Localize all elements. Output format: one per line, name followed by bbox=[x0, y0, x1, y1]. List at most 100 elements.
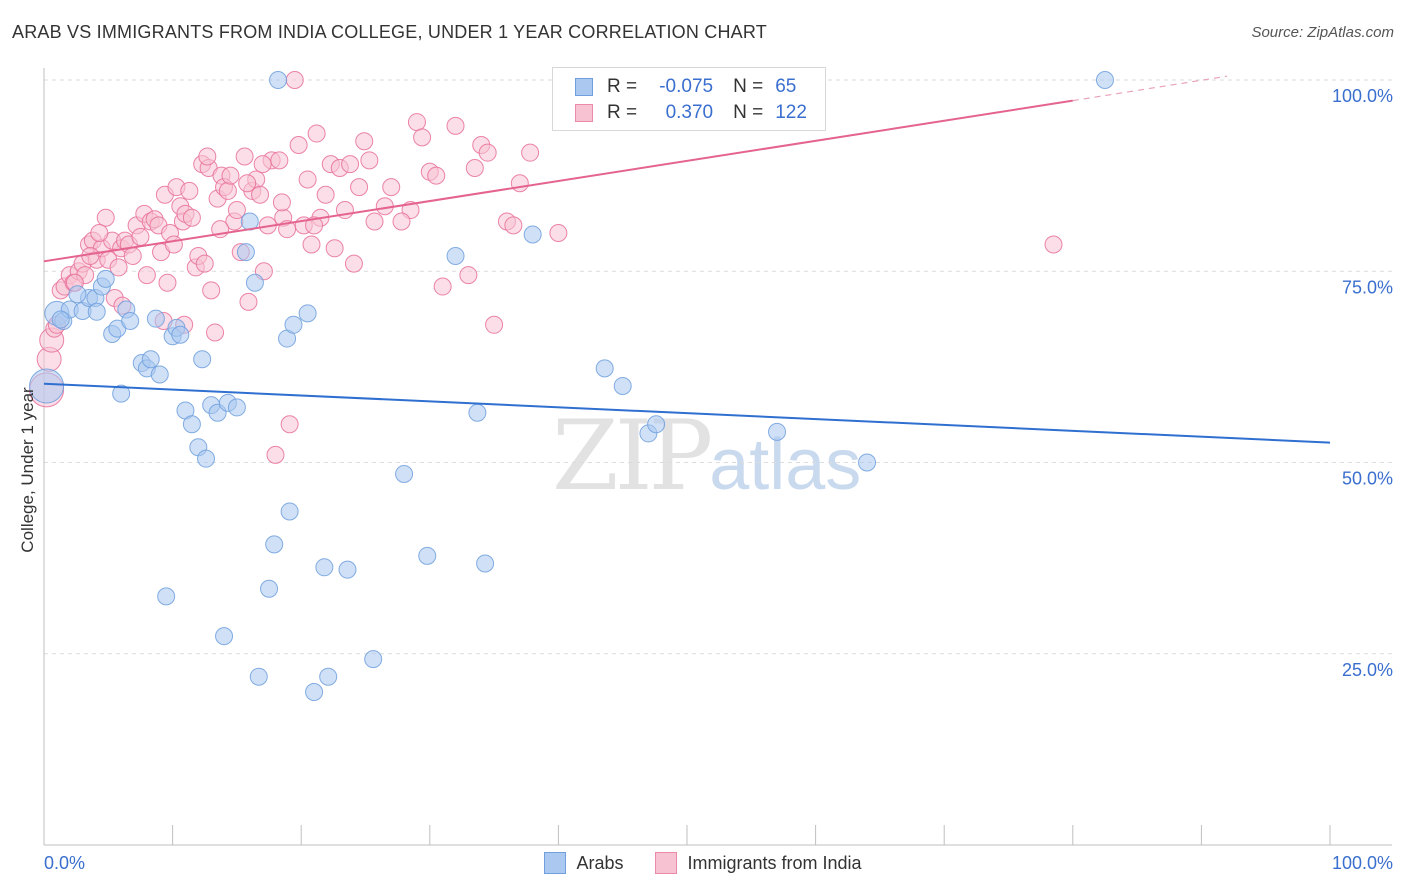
arab-point bbox=[284, 315, 303, 334]
series-legend-india[interactable]: Immigrants from India bbox=[655, 852, 862, 874]
india-point bbox=[289, 136, 308, 155]
arab-point bbox=[141, 350, 160, 369]
series-label-arabs: Arabs bbox=[576, 852, 624, 873]
india-point bbox=[446, 116, 465, 135]
arab-point bbox=[280, 502, 299, 521]
arab-point bbox=[249, 667, 268, 686]
india-point bbox=[251, 185, 270, 204]
arab-point bbox=[265, 535, 284, 554]
india-point bbox=[459, 266, 478, 285]
india-point bbox=[307, 124, 326, 143]
arab-point bbox=[319, 667, 338, 686]
arab-point bbox=[68, 285, 87, 304]
india-point bbox=[433, 277, 452, 296]
india-point bbox=[195, 254, 214, 273]
legend-r-label: R = bbox=[607, 102, 638, 123]
india-point bbox=[90, 224, 109, 242]
india-point bbox=[158, 273, 177, 292]
india-point bbox=[137, 266, 156, 285]
india-point bbox=[365, 212, 384, 231]
arab-point bbox=[227, 398, 246, 417]
arab-point bbox=[858, 453, 877, 472]
legend-row-india: R = 0.370 N = 122 bbox=[575, 101, 807, 125]
india-point bbox=[182, 208, 201, 227]
india-point bbox=[266, 445, 285, 464]
legend-r-label: R = bbox=[607, 76, 638, 97]
arab-point bbox=[364, 650, 383, 669]
india-point bbox=[221, 166, 240, 185]
legend-n-value: 65 bbox=[775, 76, 797, 97]
india-point bbox=[272, 193, 291, 212]
india-point bbox=[478, 143, 497, 162]
correlation-legend: R = -0.075 N = 65 R = 0.370 N = 122 bbox=[552, 67, 826, 131]
arab-point bbox=[338, 560, 357, 579]
india-point bbox=[485, 315, 504, 334]
india-point bbox=[325, 239, 344, 258]
source-label: Source: ZipAtlas.com bbox=[1251, 24, 1394, 41]
y-tick-label: 25.0% bbox=[1342, 660, 1393, 680]
india-point bbox=[218, 181, 237, 200]
arab-point bbox=[193, 350, 212, 369]
arab-point bbox=[150, 365, 169, 384]
india-point bbox=[109, 258, 128, 277]
india-point bbox=[202, 281, 221, 300]
arab-point bbox=[112, 384, 131, 403]
india-trend-line bbox=[43, 99, 1073, 263]
chart-title: ARAB VS IMMIGRANTS FROM INDIA COLLEGE, U… bbox=[12, 22, 767, 42]
arab-point bbox=[121, 311, 140, 330]
arab-point bbox=[446, 246, 465, 265]
india-point bbox=[1044, 235, 1063, 254]
india-point bbox=[344, 254, 363, 273]
arab-point bbox=[51, 310, 70, 329]
series-legend-arabs[interactable]: Arabs bbox=[544, 852, 623, 874]
arab-point bbox=[96, 269, 115, 288]
india-point bbox=[341, 155, 360, 174]
india-point bbox=[355, 132, 374, 151]
india-point bbox=[96, 208, 115, 227]
arab-point bbox=[647, 415, 666, 434]
arab-point bbox=[171, 325, 190, 344]
india-point bbox=[298, 170, 317, 189]
india-point bbox=[316, 185, 335, 204]
series-swatch-arabs bbox=[544, 852, 567, 874]
legend-r-value: 0.370 bbox=[665, 102, 714, 123]
india-point bbox=[198, 147, 217, 166]
x-tick-label: 0.0% bbox=[44, 853, 85, 873]
legend-n-label: N = bbox=[733, 76, 764, 97]
arab-point bbox=[476, 554, 495, 573]
arab-point bbox=[468, 403, 487, 422]
series-legend: Arabs Immigrants from India bbox=[0, 852, 1406, 874]
india-point bbox=[360, 151, 379, 170]
arab-point bbox=[260, 579, 279, 598]
arab-point bbox=[395, 464, 414, 483]
india-point bbox=[253, 155, 272, 174]
y-tick-label: 100.0% bbox=[1332, 86, 1393, 106]
india-point bbox=[180, 181, 199, 200]
y-tick-label: 75.0% bbox=[1342, 277, 1393, 297]
india-point bbox=[227, 201, 246, 220]
india-point bbox=[131, 227, 150, 246]
india-point bbox=[123, 246, 142, 265]
india-point bbox=[382, 178, 401, 197]
arab-point bbox=[523, 225, 542, 244]
india-point bbox=[302, 235, 321, 254]
arab-point bbox=[236, 243, 255, 262]
india-point bbox=[510, 174, 529, 193]
y-axis-label: College, Under 1 year bbox=[18, 387, 37, 553]
arab-point bbox=[87, 302, 106, 321]
india-point bbox=[392, 212, 411, 231]
arab-point bbox=[305, 683, 324, 701]
legend-swatch-arabs bbox=[575, 78, 593, 96]
arab-point bbox=[269, 71, 288, 89]
arab-point bbox=[418, 546, 437, 565]
series-swatch-india bbox=[655, 852, 678, 874]
legend-swatch-india bbox=[575, 104, 593, 122]
arab-point bbox=[245, 273, 264, 292]
india-point bbox=[407, 113, 426, 132]
india-point bbox=[280, 415, 299, 434]
x-tick-label: 100.0% bbox=[1332, 853, 1393, 873]
india-point bbox=[504, 216, 523, 235]
arab-point bbox=[182, 415, 201, 434]
arab-trend-line bbox=[43, 382, 1331, 444]
